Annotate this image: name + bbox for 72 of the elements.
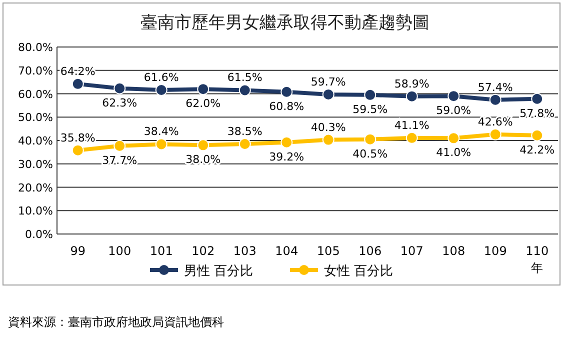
x-tick-label: 101 bbox=[150, 244, 173, 258]
point bbox=[531, 92, 544, 105]
x-tick-label: 108 bbox=[442, 244, 466, 258]
y-tick-label: 50.0% bbox=[18, 111, 53, 124]
x-tick-label: 109 bbox=[484, 244, 507, 258]
point bbox=[155, 84, 168, 96]
data-label: 38.4% bbox=[144, 125, 179, 138]
data-label: 62.0% bbox=[186, 97, 221, 110]
y-tick-label: 20.0% bbox=[18, 181, 53, 194]
x-axis-title: 年 bbox=[531, 261, 544, 275]
data-label: 37.7% bbox=[102, 154, 138, 167]
point bbox=[280, 136, 293, 148]
point bbox=[489, 128, 502, 140]
data-label: 41.0% bbox=[436, 146, 472, 160]
data-label: 39.2% bbox=[269, 150, 304, 164]
point bbox=[72, 78, 84, 90]
x-tick-label: 103 bbox=[233, 244, 256, 258]
point bbox=[489, 94, 502, 106]
point bbox=[72, 144, 84, 156]
data-label: 59.0% bbox=[436, 104, 472, 118]
x-tick-label: 100 bbox=[108, 244, 132, 258]
legend-label: 女性 百分比 bbox=[324, 264, 394, 279]
point bbox=[280, 86, 293, 98]
y-tick-label: 30.0% bbox=[18, 158, 53, 171]
point bbox=[322, 88, 334, 100]
y-tick-label: 80.0% bbox=[18, 41, 53, 54]
data-label: 42.6% bbox=[478, 115, 513, 128]
y-tick-label: 40.0% bbox=[18, 134, 53, 148]
x-tick-label: 107 bbox=[400, 244, 424, 258]
data-label: 38.5% bbox=[227, 125, 262, 138]
point bbox=[197, 139, 210, 152]
data-label: 60.8% bbox=[269, 100, 304, 113]
data-label: 57.4% bbox=[478, 80, 513, 94]
point bbox=[114, 140, 126, 152]
point bbox=[155, 138, 168, 150]
data-label: 58.9% bbox=[394, 77, 430, 90]
data-label: 59.7% bbox=[310, 75, 346, 88]
point bbox=[238, 84, 251, 96]
point bbox=[364, 133, 376, 146]
point bbox=[448, 90, 460, 102]
point bbox=[448, 132, 460, 144]
y-tick-label: 70.0% bbox=[18, 64, 53, 78]
data-label: 62.3% bbox=[102, 96, 138, 110]
y-tick-label: 0.0% bbox=[25, 228, 53, 241]
point bbox=[406, 132, 418, 144]
legend-label: 男性 百分比 bbox=[184, 264, 254, 279]
point bbox=[114, 82, 126, 94]
data-label: 41.1% bbox=[394, 118, 430, 132]
x-tick-label: 106 bbox=[358, 244, 382, 258]
x-tick-label: 102 bbox=[192, 244, 215, 258]
x-tick-label: 110 bbox=[526, 244, 549, 258]
point bbox=[322, 134, 334, 146]
data-label: 57.8% bbox=[520, 106, 555, 120]
data-label: 61.6% bbox=[144, 71, 179, 84]
x-tick-label: 104 bbox=[275, 244, 298, 258]
source-note: 資料來源：臺南市政府地政局資訊地價科 bbox=[8, 315, 224, 329]
point bbox=[364, 88, 376, 101]
y-tick-label: 60.0% bbox=[18, 88, 53, 101]
data-label: 38.0% bbox=[186, 153, 221, 166]
point bbox=[406, 90, 418, 102]
data-label: 40.3% bbox=[310, 120, 346, 134]
chart-title: 臺南市歷年男女繼承取得不動產趨勢圖 bbox=[140, 13, 430, 33]
data-label: 42.2% bbox=[520, 143, 555, 156]
point bbox=[197, 83, 210, 96]
data-label: 59.5% bbox=[352, 102, 388, 116]
data-label: 61.5% bbox=[227, 71, 262, 84]
y-tick-label: 10.0% bbox=[18, 204, 53, 218]
point bbox=[238, 138, 251, 150]
x-tick-label: 105 bbox=[316, 244, 340, 258]
point bbox=[531, 129, 544, 142]
data-label: 40.5% bbox=[352, 147, 388, 160]
x-tick-label: 99 bbox=[70, 244, 86, 258]
